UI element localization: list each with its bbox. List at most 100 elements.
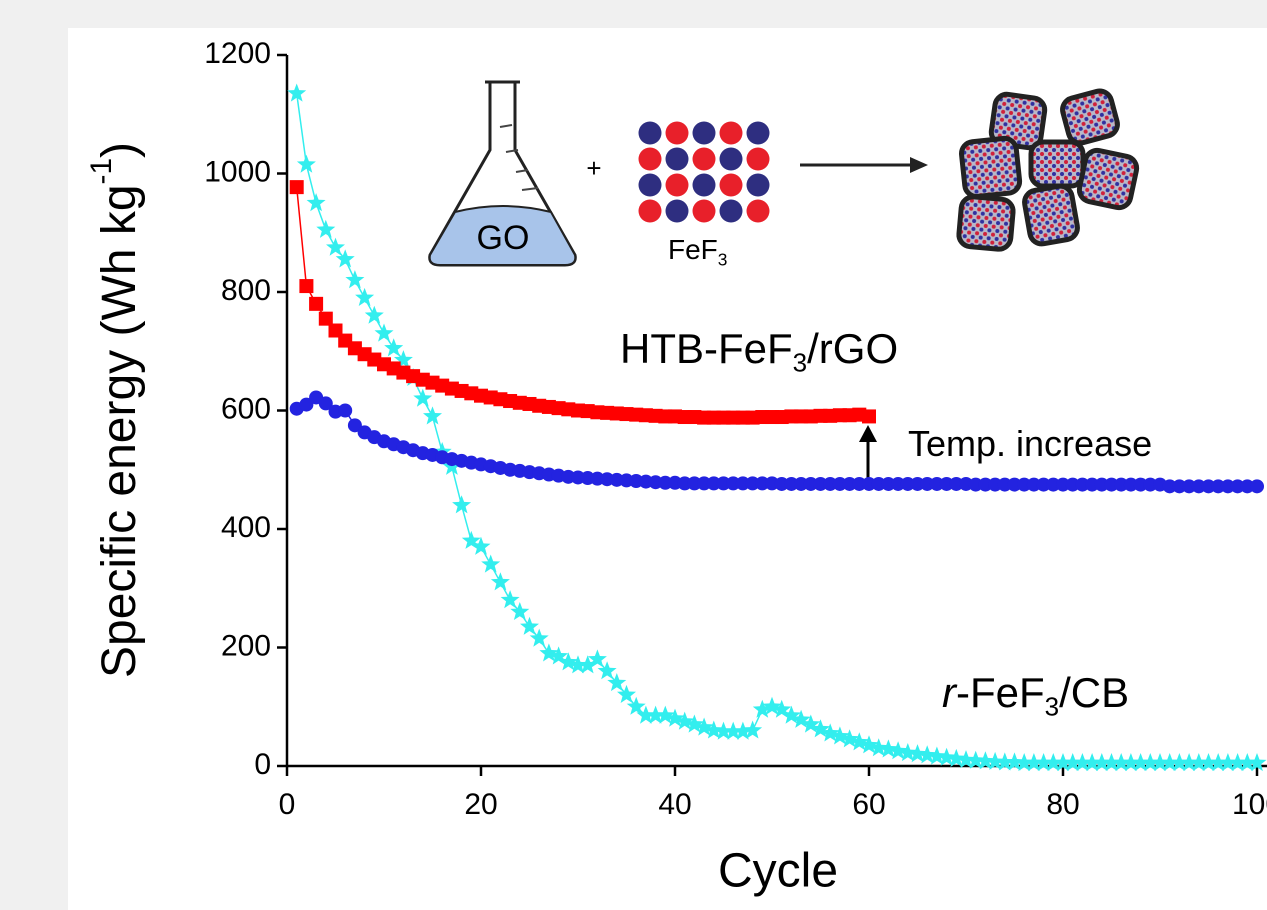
marker: [781, 705, 801, 724]
marker: [975, 751, 995, 770]
x-tick-label: 100: [1232, 788, 1267, 821]
marker: [1140, 753, 1160, 772]
marker: [587, 649, 607, 668]
marker: [917, 745, 937, 764]
marker: [723, 721, 743, 740]
atom: [692, 173, 716, 197]
marker: [1063, 753, 1083, 772]
marker: [1247, 753, 1267, 772]
marker: [299, 397, 314, 412]
marker: [1123, 477, 1138, 492]
marker: [1191, 479, 1206, 494]
marker: [626, 696, 646, 715]
marker: [859, 735, 879, 754]
marker: [1007, 477, 1022, 492]
marker: [309, 296, 324, 311]
marker: [1230, 479, 1245, 494]
y-tick-label: 0: [254, 748, 271, 781]
marker: [318, 311, 333, 326]
marker: [801, 714, 821, 733]
marker: [878, 739, 898, 758]
label-part: FeF: [668, 234, 718, 265]
x-tick-label: 40: [658, 788, 691, 821]
marker: [1160, 753, 1180, 772]
marker: [646, 705, 666, 724]
marker: [978, 477, 993, 492]
marker: [927, 746, 947, 765]
marker: [920, 476, 935, 491]
marker: [1150, 753, 1170, 772]
atom: [746, 147, 770, 171]
marker: [1034, 753, 1054, 772]
marker: [716, 476, 731, 491]
marker: [832, 476, 847, 491]
atom: [719, 173, 743, 197]
marker: [684, 714, 704, 733]
marker: [558, 652, 578, 671]
marker: [338, 403, 353, 418]
marker: [888, 741, 908, 760]
marker: [849, 732, 869, 751]
marker: [665, 708, 685, 727]
marker: [910, 476, 925, 491]
marker: [1169, 753, 1189, 772]
marker: [1228, 753, 1248, 772]
marker: [1237, 753, 1257, 772]
marker: [617, 684, 636, 703]
marker: [384, 338, 404, 357]
marker: [956, 750, 976, 769]
marker: [1218, 753, 1238, 772]
inset-label: GO: [477, 219, 530, 257]
marker: [900, 476, 915, 491]
label: Temp. increase: [908, 423, 1152, 464]
marker: [803, 476, 818, 491]
marker: [500, 590, 520, 609]
marker: [1131, 753, 1151, 772]
atom: [638, 173, 662, 197]
marker: [471, 536, 491, 555]
marker: [733, 721, 753, 740]
marker: [658, 475, 673, 490]
marker: [985, 751, 1005, 770]
atom: [746, 173, 770, 197]
marker: [946, 748, 966, 767]
marker: [1065, 477, 1080, 492]
marker: [1075, 477, 1090, 492]
label: HTB-FeF3/rGO: [620, 325, 898, 377]
marker: [1133, 477, 1148, 492]
marker: [364, 305, 384, 324]
marker: [898, 743, 918, 762]
atom: [665, 173, 689, 197]
marker: [908, 744, 927, 763]
marker: [481, 554, 501, 573]
marker: [966, 750, 986, 769]
marker: [811, 719, 830, 738]
marker: [1056, 477, 1070, 492]
marker: [296, 154, 316, 173]
label-part: HTB-FeF: [620, 325, 793, 372]
atom: [746, 121, 770, 145]
marker: [578, 655, 598, 674]
marker: [1072, 753, 1092, 772]
marker: [636, 705, 656, 724]
label-part: /CB: [1059, 669, 1129, 716]
marker: [1143, 477, 1158, 492]
marker: [842, 476, 857, 491]
label-part: /rGO: [807, 325, 898, 372]
atom: [692, 147, 716, 171]
label: r-FeF3/CB: [942, 669, 1129, 721]
y-tick-label: 600: [221, 392, 271, 425]
atom: [746, 199, 770, 223]
label-part: Temp. increase: [908, 423, 1152, 464]
y-tick-label: 800: [221, 274, 271, 307]
x-tick-label: 20: [464, 788, 497, 821]
marker: [1162, 479, 1177, 494]
marker: [697, 476, 712, 491]
marker: [345, 270, 365, 289]
marker: [1082, 753, 1102, 772]
atom: [665, 121, 689, 145]
marker: [326, 237, 345, 256]
marker: [1043, 753, 1063, 772]
marker: [289, 180, 304, 195]
marker: [677, 476, 692, 491]
